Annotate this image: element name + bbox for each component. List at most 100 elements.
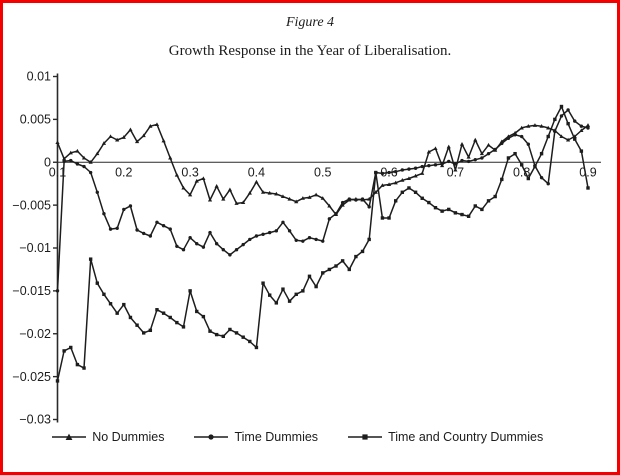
circle-marker [347,197,351,201]
y-tick-label: 0.005 [20,113,51,127]
circle-marker [208,230,212,235]
triangle-marker [75,148,80,153]
square-marker [287,299,292,303]
square-marker [586,186,590,190]
circle-marker [526,142,531,146]
square-marker [307,274,312,278]
square-marker [254,345,259,350]
triangle-marker [254,179,259,184]
triangle-marker [413,173,418,178]
circle-marker [294,238,298,242]
circle-marker [340,200,345,205]
x-tick-label: 0.3 [181,165,198,179]
square-marker [546,134,550,139]
circle-marker [586,126,590,130]
square-marker [447,207,451,212]
circle-marker [573,119,577,123]
y-tick-label: −0.02 [19,327,51,341]
square-marker [433,205,438,210]
square-marker [148,328,153,333]
circle-marker [486,151,491,156]
square-marker [181,325,186,329]
square-marker [506,156,511,160]
square-marker [248,339,252,344]
triangle-marker [274,191,279,196]
square-marker [314,284,318,289]
triangle-marker [101,141,107,145]
square-marker [360,249,365,254]
circle-marker [447,159,451,164]
circle-marker [519,134,524,139]
triangle-marker [479,151,484,156]
circle-marker [102,212,106,216]
square-marker [334,264,338,268]
y-tick-label: −0.015 [12,284,51,298]
circle-marker [400,168,405,172]
y-tick-label: −0.03 [19,413,51,427]
square-marker [274,301,279,305]
circle-marker [75,162,80,166]
triangle-marker [154,122,160,127]
triangle-marker [459,142,465,146]
square-marker [75,362,80,367]
square-marker [102,292,106,297]
circle-marker [241,242,245,247]
square-marker [553,117,557,122]
circle-marker [413,166,418,170]
square-marker [234,331,239,335]
triangle-marker [393,180,398,185]
legend-label: No Dummies [92,430,165,444]
circle-marker [427,163,431,168]
triangle-marker [161,138,166,143]
circle-marker [55,289,60,293]
square-marker [533,164,537,169]
triangle-marker [426,149,431,154]
square-marker [214,332,219,337]
triangle-marker [201,176,206,181]
triangle-marker [585,123,591,127]
circle-marker [168,227,172,231]
circle-marker [466,159,471,164]
triangle-marker [486,142,491,147]
triangle-marker [108,134,113,139]
triangle-marker [420,171,425,175]
square-marker [122,302,126,307]
legend-label: Time Dummies [234,430,319,444]
square-marker [347,267,351,272]
square-marker [208,329,212,333]
square-marker [480,207,484,212]
triangle-marker [174,172,179,177]
circle-marker [221,248,225,252]
square-marker [367,237,371,242]
square-marker [380,216,385,220]
triangle-marker [406,176,412,181]
square-marker [268,293,272,297]
square-marker [294,292,298,297]
chart-legend: No Dummies Time Dummies Time and Country D… [3,430,592,444]
triangle-marker [68,150,73,155]
figure-label: Figure 4 [285,15,335,30]
triangle-marker [307,195,312,199]
triangle-marker [207,197,213,202]
circle-marker [559,114,564,118]
circle-marker [460,158,464,163]
square-marker [440,209,444,213]
triangle-marker [380,183,385,187]
circle-marker [301,239,305,243]
square-marker [486,199,491,203]
circle-marker [108,227,113,231]
square-marker [168,315,172,320]
square-marker [466,214,471,218]
square-marker [374,170,378,175]
square-marker [513,151,517,156]
triangle-marker [194,178,199,183]
circle-marker [380,171,385,176]
time-dummies-legend-marker-icon [194,434,229,440]
circle-marker [546,181,550,186]
circle-marker [579,124,584,128]
circle-marker [201,245,206,249]
y-tick-label: −0.005 [12,198,51,212]
circle-marker [420,164,424,169]
circle-marker [334,212,338,216]
